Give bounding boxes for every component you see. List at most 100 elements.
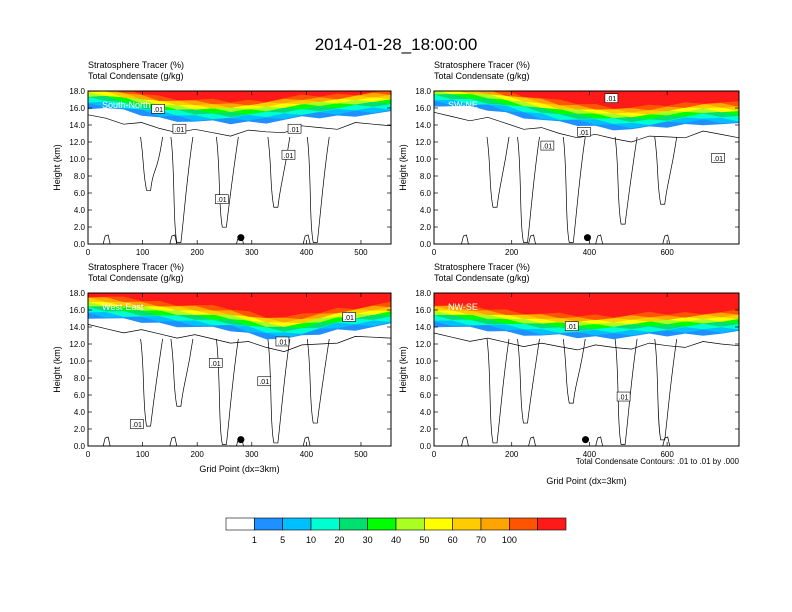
contour-line (169, 234, 178, 244)
x-tick-label: 200 (191, 450, 205, 459)
y-tick-label: 4.0 (420, 408, 432, 417)
y-tick-label: 14.0 (69, 121, 85, 130)
panel-west-east: Stratosphere Tracer (%)Total Condensate … (52, 262, 392, 474)
contour-label: .01 (175, 127, 185, 134)
panel-label: SW-NE (448, 100, 478, 110)
colorbar-label: 10 (306, 535, 316, 545)
contour-label: .01 (579, 130, 589, 137)
contour-label-box (151, 104, 165, 114)
condensate-contours (434, 332, 739, 446)
contour-line (216, 338, 239, 445)
contour-label: .01 (344, 315, 354, 322)
y-tick-label: 18.0 (69, 289, 85, 298)
y-tick-label: 0.0 (74, 240, 86, 249)
contour-line (140, 136, 163, 191)
contour-line (102, 436, 111, 446)
panel-title-line: Total Condensate (g/kg) (88, 71, 184, 81)
plot-area: .01 .01 .01 .01 SW-NE (434, 91, 739, 244)
x-tick-label: 200 (191, 248, 205, 257)
contour-line (302, 436, 311, 446)
condensate-contours (88, 114, 391, 244)
contour-line (169, 436, 178, 446)
contour-label: .01 (619, 395, 629, 402)
contour-label-box (281, 149, 296, 160)
y-tick-label: 12.0 (69, 138, 85, 147)
colorbar-box (310, 517, 340, 531)
contour-line (88, 324, 391, 352)
y-tick-label: 0.0 (74, 442, 86, 451)
y-tick-label: 6.0 (74, 189, 86, 198)
colorbar-label: 60 (448, 535, 458, 545)
contour-line (517, 338, 540, 424)
x-tick-label: 600 (660, 450, 674, 459)
contour-label: .01 (259, 379, 269, 386)
y-tick-label: 2.0 (74, 223, 86, 232)
y-tick-label: 6.0 (420, 189, 432, 198)
panel-title-line: Stratosphere Tracer (%) (434, 60, 530, 70)
colorbar-box (480, 517, 510, 531)
condensate-contours (88, 324, 391, 446)
colorbar-box (537, 517, 567, 531)
y-tick-label: 6.0 (420, 391, 432, 400)
panel-nw-se: Stratosphere Tracer (%) Total Condensate … (398, 262, 740, 486)
x-tick-label: 500 (354, 248, 368, 257)
panel-title-line: Stratosphere Tracer (%) (88, 262, 184, 272)
contour-line (140, 338, 163, 427)
y-tick-label: 18.0 (415, 87, 431, 96)
x-tick-label: 0 (432, 450, 437, 459)
x-axis-label: Grid Point (dx=3km) (546, 476, 626, 486)
contour-label-box (257, 376, 272, 387)
panel-label: West-East (102, 302, 144, 312)
contour-line (170, 338, 194, 407)
contour-label-box (208, 358, 223, 368)
colorbar-box (367, 517, 397, 531)
colorbar-box (452, 517, 482, 531)
y-tick-label: 16.0 (69, 104, 85, 113)
y-tick-label: 18.0 (415, 289, 431, 298)
colorbar-box (254, 517, 283, 531)
contour-line (216, 136, 239, 228)
y-tick-label: 8.0 (420, 172, 432, 181)
plot-frame (87, 90, 392, 245)
contour-label-box (604, 93, 619, 103)
contour-label: .01 (607, 96, 617, 103)
y-tick-label: 10.0 (415, 357, 431, 366)
y-tick-label: 12.0 (415, 340, 431, 349)
contour-label: .01 (542, 144, 552, 151)
panel-label: South-North (102, 100, 151, 110)
contour-label: .01 (211, 361, 221, 368)
contour-footnote: Total Condensate Contours: .01 to .01 by… (576, 457, 740, 466)
x-tick-label: 400 (300, 248, 314, 257)
contour-label: .01 (284, 153, 294, 160)
contour-label-box (564, 321, 579, 331)
y-tick-label: 10.0 (69, 357, 85, 366)
colorbar-box (282, 517, 312, 531)
y-axis-label: Height (km) (398, 144, 408, 191)
contour-line (306, 136, 330, 243)
colorbar: 1 5 10 20 30 40 50 60 70 100 (225, 517, 567, 545)
colorbar-box (395, 517, 425, 531)
panel-title-line: Stratosphere Tracer (%) (434, 262, 530, 272)
contour-line (88, 114, 391, 137)
contour-line (486, 338, 510, 444)
contour-label: .01 (153, 107, 163, 114)
x-tick-label: 200 (505, 450, 519, 459)
y-tick-label: 2.0 (420, 223, 432, 232)
y-tick-label: 4.0 (74, 408, 86, 417)
location-marker (582, 436, 590, 444)
colorbar-label: 40 (391, 535, 401, 545)
contour-line (434, 332, 739, 351)
colorbar-label: 70 (476, 535, 486, 545)
tracer-band (88, 293, 391, 318)
contour-line (528, 436, 536, 446)
x-tick-label: 400 (583, 248, 597, 257)
colorbar-label: 100 (502, 535, 517, 545)
y-tick-label: 0.0 (420, 442, 432, 451)
colorbar-label: 5 (280, 535, 285, 545)
contour-label-box (130, 419, 144, 429)
colorbar-box (424, 517, 453, 531)
y-tick-label: 12.0 (69, 340, 85, 349)
contour-label: .01 (278, 339, 288, 346)
